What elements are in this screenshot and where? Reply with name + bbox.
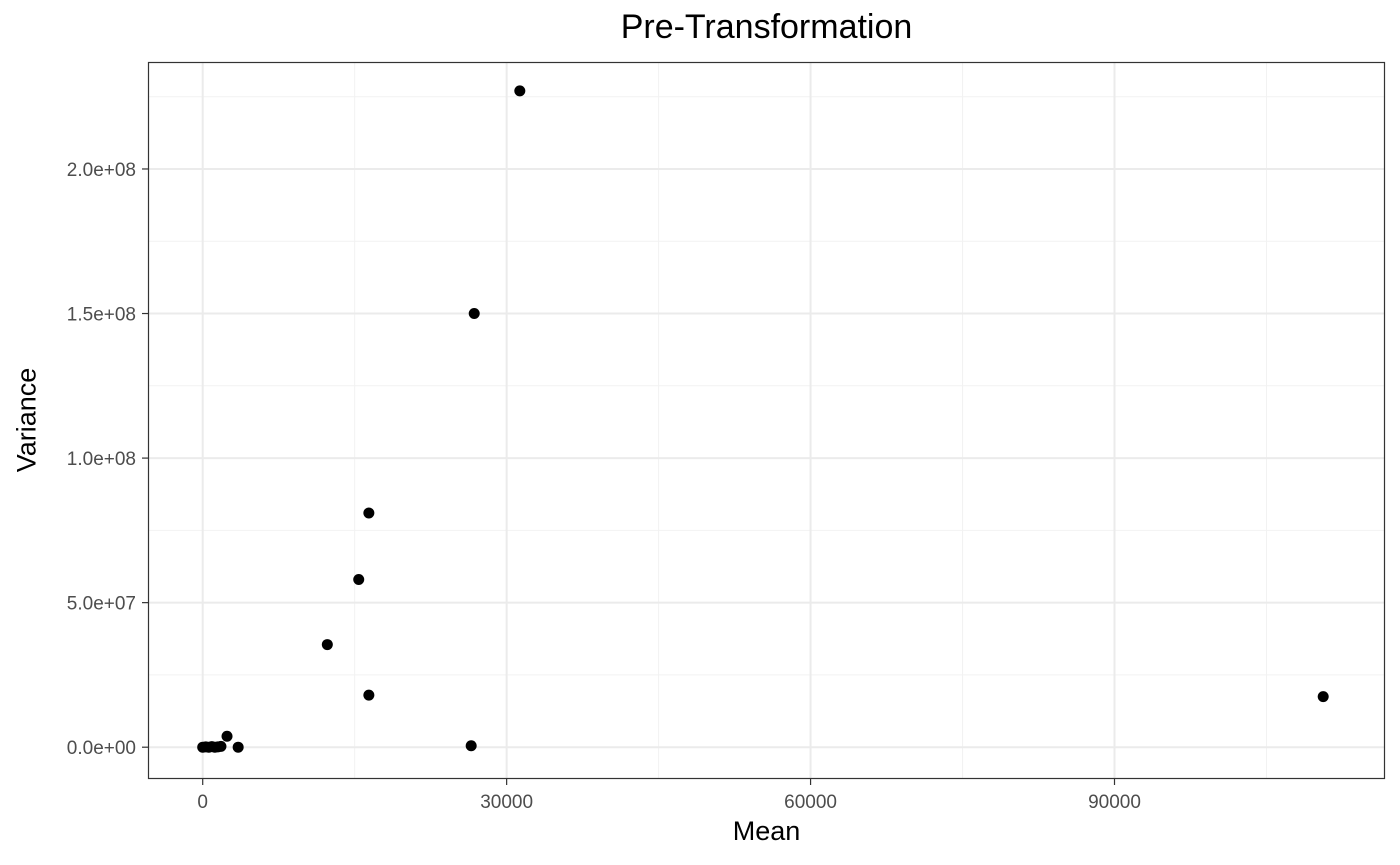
data-point	[468, 308, 480, 320]
data-point	[353, 574, 365, 586]
y-axis-label: Variance	[11, 367, 42, 473]
data-point	[215, 740, 227, 752]
grid-major	[148, 62, 1385, 779]
y-axis: 0.0e+00 5.0e+07 1.0e+08 1.5e+08 2.0e+08	[67, 160, 148, 759]
data-point	[363, 507, 375, 519]
x-tick-label: 90000	[1088, 792, 1141, 813]
y-tick-label: 0.0e+00	[67, 738, 136, 759]
chart-title: Pre-Transformation	[620, 8, 913, 46]
x-tick-label: 0	[197, 792, 208, 813]
data-point	[465, 740, 477, 752]
y-tick-label: 1.5e+08	[67, 305, 136, 326]
x-axis: 0 30000 60000 90000	[197, 779, 1141, 813]
y-tick-label: 2.0e+08	[67, 160, 136, 181]
y-tick-label: 1.0e+08	[67, 449, 136, 470]
grid-minor	[148, 62, 1385, 779]
plot-border	[147, 61, 1386, 780]
data-point	[514, 85, 526, 97]
data-point	[321, 639, 333, 651]
data-point	[1317, 691, 1329, 703]
x-tick-label: 60000	[784, 792, 837, 813]
data-point	[232, 741, 244, 753]
data-point	[363, 689, 375, 701]
data-point	[221, 730, 233, 742]
x-axis-label: Mean	[732, 816, 801, 846]
x-tick-label: 30000	[480, 792, 533, 813]
y-tick-label: 5.0e+07	[67, 594, 136, 615]
data-points	[197, 85, 1329, 753]
